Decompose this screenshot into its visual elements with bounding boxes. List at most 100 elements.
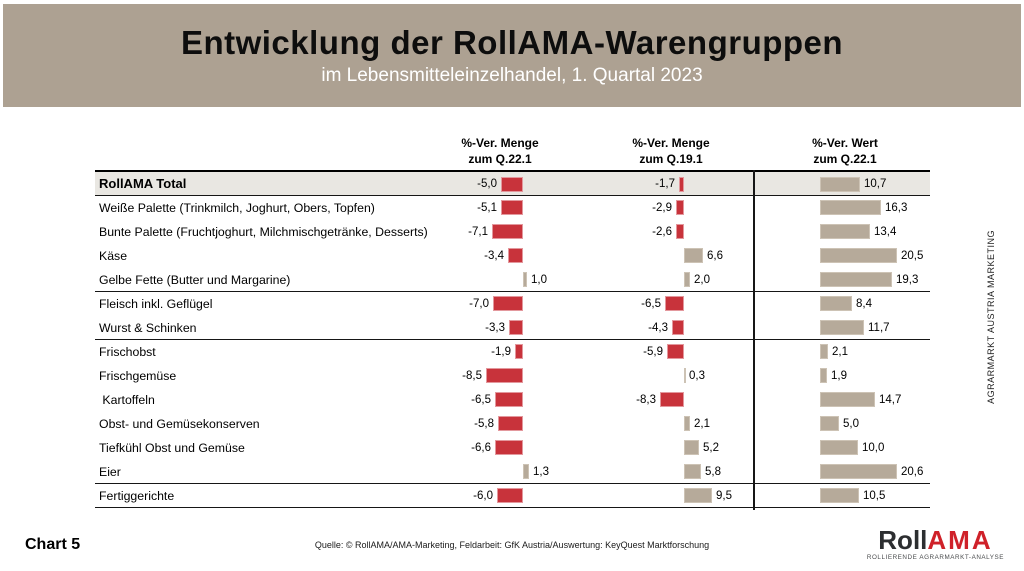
negative-bar (493, 296, 523, 311)
table-row: RollAMA Total -5,0 -1,7 10,7 (95, 170, 930, 196)
column-header-line1: %-Ver. Wert (812, 136, 878, 150)
value-label: 10,0 (862, 442, 885, 454)
positive-bar (684, 248, 703, 263)
row-label: Gelbe Fette (Butter und Margarine) (99, 273, 291, 287)
value-label: -1,7 (655, 178, 675, 190)
table-row: Wurst & Schinken -3,3 -4,3 11,7 (95, 316, 930, 340)
positive-bar (820, 248, 897, 263)
negative-bar (665, 296, 684, 311)
table-row: Tiefkühl Obst und Gemüse -6,6 5,2 10,0 (95, 436, 930, 460)
value-label: 11,7 (868, 322, 890, 334)
negative-bar (501, 200, 523, 215)
value-label: -8,3 (636, 394, 656, 406)
column-header-line2: zum Q.19.1 (639, 152, 703, 166)
positive-bar (820, 368, 827, 383)
value-label: 8,4 (856, 298, 872, 310)
value-label: 1,3 (533, 466, 549, 478)
value-label: -8,5 (462, 370, 482, 382)
value-label: 5,0 (843, 418, 859, 430)
value-label: 6,6 (707, 250, 723, 262)
agrarmarkt-vertical-text: AGRARMARKT AUSTRIA MARKETING (986, 230, 996, 404)
negative-bar (672, 320, 684, 335)
positive-bar (684, 488, 712, 503)
positive-bar (820, 392, 875, 407)
table-row: Frischobst -1,9 -5,9 2,1 (95, 340, 930, 364)
page-title: Entwicklung der RollAMA-Warengruppen (180, 24, 844, 61)
row-label: Fertiggerichte (99, 489, 175, 503)
chart-number-label: Chart 5 (25, 536, 81, 553)
table-row: Bunte Palette (Fruchtjoghurt, Milchmisch… (95, 220, 930, 244)
value-label: 5,2 (703, 442, 719, 454)
value-label: -6,0 (473, 490, 493, 502)
value-label: -2,9 (652, 202, 672, 214)
row-label: Fleisch inkl. Geflügel (99, 297, 213, 311)
negative-bar (492, 224, 523, 239)
value-label: -5,0 (477, 178, 497, 190)
chart-table: %-Ver. Menge zum Q.22.1 %-Ver. Menge zum… (95, 135, 930, 520)
positive-bar (523, 272, 527, 287)
positive-bar (820, 296, 852, 311)
value-label: -1,9 (491, 346, 511, 358)
table-row: Fertiggerichte -6,0 9,5 10,5 (95, 484, 930, 508)
row-label: Bunte Palette (Fruchtjoghurt, Milchmisch… (99, 225, 428, 239)
table-row: Käse -3,4 6,6 20,5 (95, 244, 930, 268)
positive-bar (820, 320, 864, 335)
value-label: -7,1 (468, 226, 488, 238)
logo-tagline: ROLLIERENDE AGRARMARKT-ANALYSE (866, 554, 1004, 561)
page-subtitle: im Lebensmitteleinzelhandel, 1. Quartal … (321, 65, 703, 86)
positive-bar (820, 224, 870, 239)
positive-bar (820, 488, 859, 503)
row-label: Obst- und Gemüsekonserven (99, 417, 260, 431)
positive-bar (684, 464, 701, 479)
positive-bar (523, 464, 529, 479)
negative-bar (676, 224, 684, 239)
positive-bar (820, 464, 897, 479)
negative-bar (508, 248, 523, 263)
value-label: 2,1 (832, 346, 848, 358)
positive-bar (820, 440, 858, 455)
table-row: Eier 1,3 5,8 20,6 (95, 460, 930, 484)
value-label: 1,9 (831, 370, 847, 382)
table-row: Kartoffeln -6,5 -8,3 14,7 (95, 388, 930, 412)
value-label: 2,1 (694, 418, 710, 430)
value-label: -4,3 (648, 322, 668, 334)
column-header-line1: %-Ver. Menge (632, 136, 710, 150)
value-label: 20,6 (901, 466, 924, 478)
header-band: Entwicklung der RollAMA-Warengruppen im … (3, 4, 1021, 107)
value-label: -7,0 (469, 298, 489, 310)
row-label: Tiefkühl Obst und Gemüse (99, 441, 245, 455)
column-header-line2: zum Q.22.1 (468, 152, 532, 166)
table-row: Gelbe Fette (Butter und Margarine) 1,0 2,0… (95, 268, 930, 292)
row-label: Frischobst (99, 345, 156, 359)
value-label: -5,8 (474, 418, 494, 430)
negative-bar (679, 177, 684, 192)
negative-bar (676, 200, 684, 215)
table-row: Obst- und Gemüsekonserven -5,8 2,1 5,0 (95, 412, 930, 436)
negative-bar (515, 344, 523, 359)
positive-bar (684, 440, 699, 455)
positive-bar (684, 368, 686, 383)
column-header-menge-q191: %-Ver. Menge zum Q.19.1 (596, 135, 746, 167)
rollama-logo: RollAMA ROLLIERENDE AGRARMARKT-ANALYSE (867, 527, 1004, 561)
column-header-line1: %-Ver. Menge (461, 136, 539, 150)
table-row: Fleisch inkl. Geflügel -7,0 -6,5 8,4 (95, 292, 930, 316)
negative-bar (498, 416, 523, 431)
table-row: Weiße Palette (Trinkmilch, Joghurt, Ober… (95, 196, 930, 220)
logo-roll-text: Roll (878, 525, 928, 555)
value-label: -6,6 (471, 442, 491, 454)
value-label: -2,6 (652, 226, 672, 238)
negative-bar (486, 368, 523, 383)
negative-bar (495, 440, 523, 455)
row-label: Kartoffeln (99, 393, 155, 407)
negative-bar (501, 177, 523, 192)
value-label: -5,9 (643, 346, 663, 358)
column-header-menge-q221: %-Ver. Menge zum Q.22.1 (425, 135, 575, 167)
value-label: 5,8 (705, 466, 721, 478)
rollama-logo-wordmark: RollAMA (867, 527, 1004, 553)
column-header-line2: zum Q.22.1 (813, 152, 877, 166)
positive-bar (820, 272, 892, 287)
value-label: 2,0 (694, 274, 710, 286)
value-label: -3,3 (485, 322, 505, 334)
row-label: Eier (99, 465, 121, 479)
